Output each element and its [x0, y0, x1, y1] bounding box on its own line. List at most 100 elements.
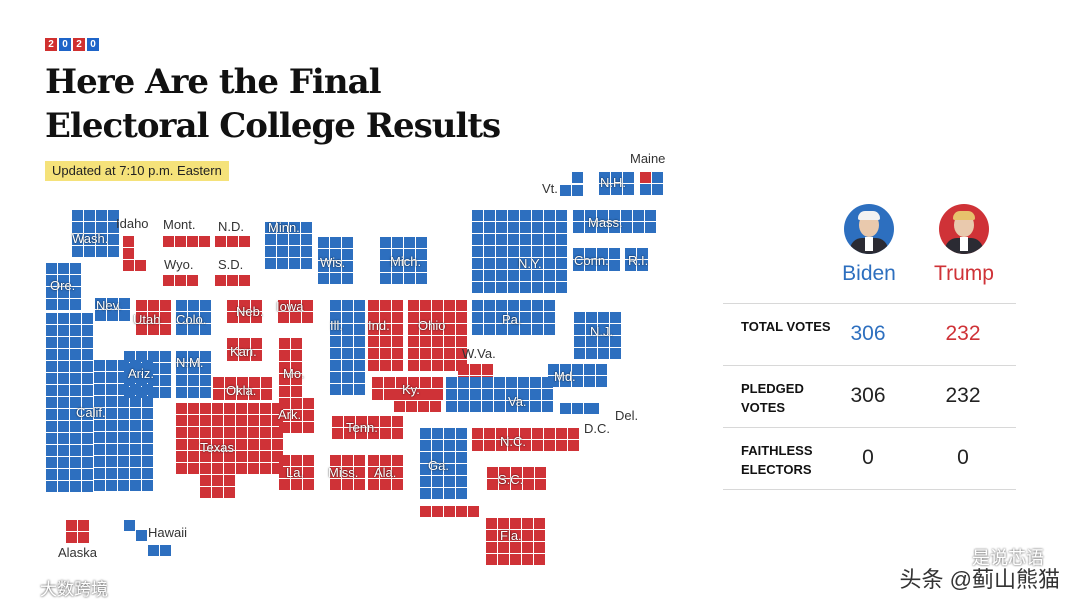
state-tile	[108, 234, 119, 245]
state-tile	[330, 249, 341, 260]
state-tile	[330, 384, 341, 395]
state-tile	[176, 427, 187, 438]
state-tile	[470, 401, 481, 412]
state-tile	[239, 275, 250, 286]
state-tile	[118, 360, 129, 371]
state-tile	[215, 236, 226, 247]
state-tile	[260, 463, 271, 474]
state-tile	[599, 172, 610, 183]
state-label: Maine	[630, 151, 666, 166]
state-tile	[532, 270, 543, 281]
state-tile	[124, 520, 135, 531]
state-tile	[70, 349, 81, 360]
state-tile	[318, 273, 329, 284]
state-tile	[609, 210, 620, 221]
candidate-name: Biden	[842, 262, 896, 285]
state-tile	[611, 184, 622, 195]
state-tile	[484, 270, 495, 281]
state-tile	[142, 360, 153, 371]
state-tile	[200, 324, 211, 335]
results-table: TOTAL VOTES 306 232 PLEDGED VOTES 306 23…	[723, 303, 1016, 490]
state-tile	[645, 210, 656, 221]
state-tile	[508, 428, 519, 439]
state-tile	[496, 312, 507, 323]
state-tile	[95, 298, 106, 309]
state-label: Utah	[133, 312, 161, 327]
state-tile	[418, 401, 429, 412]
state-tile	[556, 428, 567, 439]
state-tile	[342, 249, 353, 260]
state-tile	[496, 246, 507, 257]
state-tile	[408, 377, 419, 388]
state-tile	[597, 260, 608, 271]
state-tile	[511, 467, 522, 478]
state-tile	[368, 416, 379, 427]
state-tile	[148, 387, 159, 398]
state-tile	[482, 401, 493, 412]
state-tile	[261, 389, 272, 400]
state-tile	[227, 350, 238, 361]
state-tile	[70, 337, 81, 348]
state-tile	[406, 389, 417, 400]
state-tile	[496, 222, 507, 233]
state-tile	[84, 210, 95, 221]
state-tile	[598, 324, 609, 335]
state-tile	[260, 415, 271, 426]
state-tile	[342, 336, 353, 347]
state-tile	[200, 427, 211, 438]
state-tile	[342, 467, 353, 478]
state-tile	[510, 554, 521, 565]
state-tile	[392, 249, 403, 260]
state-tile	[456, 476, 467, 487]
state-tile	[392, 324, 403, 335]
state-tile	[372, 377, 383, 388]
state-tile	[289, 234, 300, 245]
state-tile	[261, 377, 272, 388]
state-tile	[106, 432, 117, 443]
state-tile	[446, 377, 457, 388]
state-tile	[248, 463, 259, 474]
state-label: Idaho	[116, 216, 149, 231]
state-tile	[124, 363, 135, 374]
state-tile	[404, 273, 415, 284]
state-tile	[368, 360, 379, 371]
state-tile	[556, 246, 567, 257]
state-tile	[302, 300, 313, 311]
state-tile	[236, 463, 247, 474]
state-tile	[472, 210, 483, 221]
state-tile	[446, 389, 457, 400]
state-tile	[130, 360, 141, 371]
state-tile	[432, 488, 443, 499]
state-tile	[46, 397, 57, 408]
state-tile	[330, 336, 341, 347]
state-tile	[212, 475, 223, 486]
state-label: Kan.	[230, 344, 257, 359]
state-tile	[188, 439, 199, 450]
state-tile	[544, 222, 555, 233]
state-tile	[277, 258, 288, 269]
state-tile	[82, 421, 93, 432]
state-tile	[251, 300, 262, 311]
state-tile	[272, 427, 283, 438]
state-tile	[279, 386, 290, 397]
state-tile	[124, 351, 135, 362]
state-tile	[633, 222, 644, 233]
state-tile	[303, 479, 314, 490]
state-tile	[106, 408, 117, 419]
state-tile	[332, 428, 343, 439]
state-tile	[532, 282, 543, 293]
state-label: D.C.	[584, 421, 610, 436]
state-tile	[188, 375, 199, 386]
state-tile	[200, 475, 211, 486]
state-tile	[368, 428, 379, 439]
state-tile	[432, 464, 443, 475]
state-tile	[534, 542, 545, 553]
state-tile	[291, 467, 302, 478]
state-tile	[200, 351, 211, 362]
state-tile	[404, 237, 415, 248]
state-tile	[106, 396, 117, 407]
state-tile	[303, 410, 314, 421]
state-tile	[176, 363, 187, 374]
state-tile	[568, 428, 579, 439]
state-tile	[148, 545, 159, 556]
